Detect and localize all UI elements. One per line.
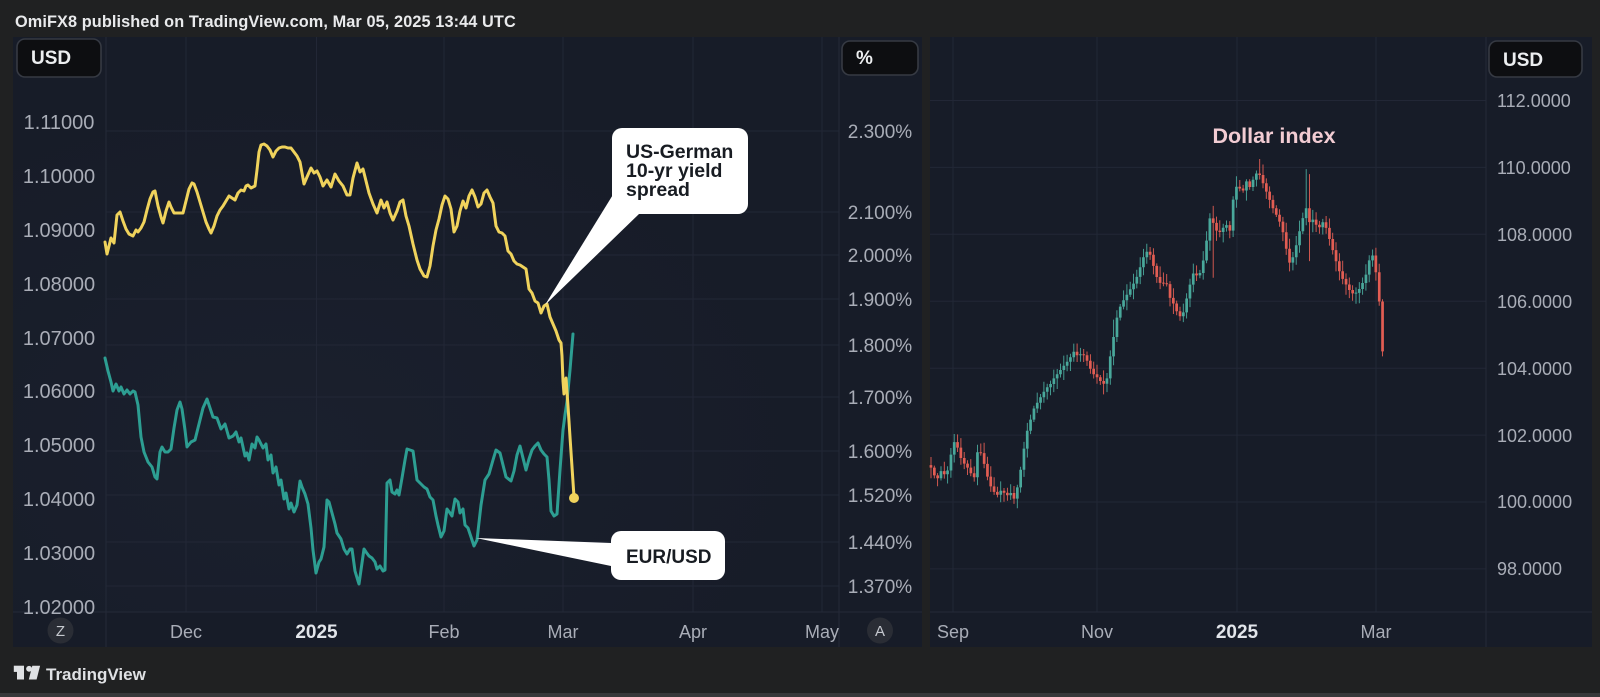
svg-text:May: May [805, 622, 839, 642]
svg-text:98.0000: 98.0000 [1497, 559, 1562, 579]
svg-text:1.11000: 1.11000 [24, 112, 95, 134]
svg-text:1.09000: 1.09000 [23, 220, 95, 242]
svg-text:1.370%: 1.370% [848, 577, 913, 598]
svg-text:108.0000: 108.0000 [1497, 225, 1572, 245]
svg-text:A: A [875, 623, 885, 640]
svg-text:100.0000: 100.0000 [1497, 492, 1572, 512]
svg-text:102.0000: 102.0000 [1497, 426, 1572, 446]
svg-text:Apr: Apr [679, 622, 707, 642]
svg-text:1.700%: 1.700% [848, 388, 913, 409]
svg-text:Mar: Mar [1361, 622, 1392, 642]
svg-text:1.08000: 1.08000 [23, 274, 95, 296]
svg-text:1.03000: 1.03000 [23, 543, 95, 565]
svg-text:1.04000: 1.04000 [23, 489, 95, 511]
svg-text:Sep: Sep [937, 622, 969, 642]
svg-text:EUR/USD: EUR/USD [626, 547, 712, 568]
svg-text:1.900%: 1.900% [848, 290, 913, 311]
svg-text:1.600%: 1.600% [848, 442, 913, 463]
svg-text:USD: USD [1503, 50, 1543, 71]
svg-text:2025: 2025 [295, 622, 338, 643]
svg-text:1.440%: 1.440% [848, 533, 913, 554]
svg-text:Feb: Feb [428, 622, 459, 642]
svg-text:1.520%: 1.520% [848, 486, 913, 507]
svg-text:1.05000: 1.05000 [23, 435, 95, 457]
svg-text:OmiFX8 published on TradingVie: OmiFX8 published on TradingView.com, Mar… [15, 13, 516, 31]
svg-text:10-yr yield: 10-yr yield [626, 160, 722, 182]
svg-text:1.06000: 1.06000 [23, 381, 95, 403]
svg-text:2.000%: 2.000% [848, 246, 913, 267]
svg-text:2.300%: 2.300% [848, 122, 913, 143]
svg-text:1.02000: 1.02000 [23, 597, 95, 619]
svg-text:1.800%: 1.800% [848, 336, 913, 357]
svg-text:TradingView: TradingView [46, 665, 147, 684]
svg-text:USD: USD [31, 48, 71, 69]
svg-text:Dec: Dec [170, 622, 202, 642]
svg-text:112.0000: 112.0000 [1497, 91, 1571, 111]
svg-text:%: % [856, 48, 873, 69]
svg-text:US-German: US-German [626, 141, 733, 163]
svg-text:104.0000: 104.0000 [1497, 359, 1572, 379]
svg-text:1.10000: 1.10000 [23, 166, 95, 188]
svg-text:Nov: Nov [1081, 622, 1113, 642]
svg-text:Dollar index: Dollar index [1212, 124, 1335, 148]
svg-text:2.100%: 2.100% [848, 203, 913, 224]
svg-text:2025: 2025 [1216, 622, 1259, 643]
svg-text:Z: Z [56, 623, 65, 640]
svg-text:Mar: Mar [548, 622, 579, 642]
svg-text:spread: spread [626, 179, 690, 201]
svg-text:106.0000: 106.0000 [1497, 292, 1572, 312]
svg-text:110.0000: 110.0000 [1497, 158, 1571, 178]
svg-text:1.07000: 1.07000 [23, 328, 95, 350]
